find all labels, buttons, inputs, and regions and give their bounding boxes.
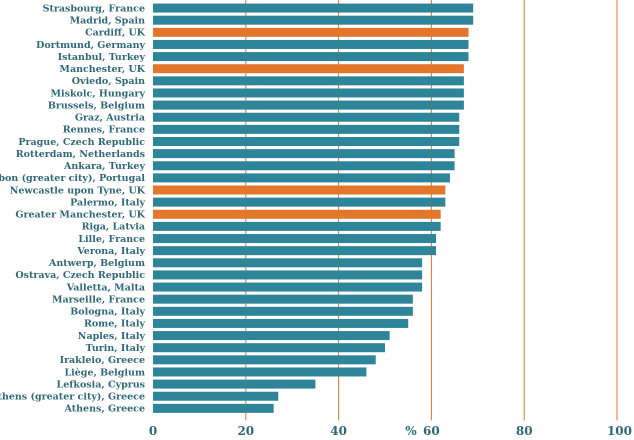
category-label: Dortmund, Germany: [36, 40, 145, 51]
bar: [153, 246, 437, 256]
bar: [153, 27, 469, 37]
category-label: Prague, Czech Republic: [18, 137, 145, 148]
bar: [153, 100, 464, 110]
bar: [153, 52, 469, 62]
category-label: Miskolc, Hungary: [50, 88, 145, 99]
category-label: Athens, Greece: [64, 404, 145, 415]
bar: [153, 15, 474, 25]
bar: [153, 343, 385, 353]
category-label: Naples, Italy: [78, 331, 146, 342]
category-label: Graz, Austria: [75, 113, 145, 124]
bar: [153, 403, 274, 413]
category-label: Rennes, France: [63, 125, 145, 136]
bar: [153, 3, 474, 13]
bar: [153, 367, 367, 377]
x-tick-label: 20: [237, 424, 254, 438]
bar: [153, 209, 441, 219]
x-tick-label: 40: [330, 424, 347, 438]
bar: [153, 76, 464, 86]
bar: [153, 391, 279, 401]
bar: [153, 294, 413, 304]
category-label: Antwerp, Belgium: [48, 258, 145, 269]
x-tick-labels: 0 20 40 60 80 100: [149, 424, 632, 438]
category-label: Lisbon (greater city), Portugal: [0, 173, 145, 184]
bar: [153, 197, 446, 207]
category-label: Bologna, Italy: [70, 307, 145, 318]
category-label: Rotterdam, Netherlands: [16, 149, 145, 160]
category-label: Liège, Belgium: [64, 367, 145, 378]
category-label: Rome, Italy: [84, 319, 146, 330]
category-label: Marseille, France: [52, 294, 145, 305]
bar: [153, 306, 413, 316]
category-label: Ankara, Turkey: [63, 161, 146, 172]
bar: [153, 161, 455, 171]
bars: [153, 3, 474, 413]
category-label: Irakleio, Greece: [60, 355, 145, 366]
bar: [153, 331, 390, 341]
bar: [153, 173, 450, 183]
category-label: Brussels, Belgium: [48, 100, 145, 111]
category-label: Istanbul, Turkey: [58, 52, 146, 63]
bar: [153, 64, 464, 74]
category-label: Riga, Latvia: [82, 222, 145, 233]
bar: [153, 282, 423, 292]
category-label: Newcastle upon Tyne, UK: [10, 185, 146, 196]
x-tick-label: 80: [516, 424, 533, 438]
category-label: Valletta, Malta: [66, 282, 145, 293]
bar: [153, 234, 437, 244]
bar: [153, 112, 460, 122]
bar: [153, 379, 316, 389]
category-label: Lefkosia, Cyprus: [57, 379, 145, 390]
category-label: Athens (greater city), Greece: [0, 392, 145, 403]
bar: [153, 124, 460, 134]
category-label: Turin, Italy: [86, 343, 146, 354]
category-label: Strasbourg, France: [43, 3, 145, 14]
bar: [153, 39, 469, 49]
bar: [153, 88, 464, 98]
category-label: Oviedo, Spain: [72, 76, 145, 87]
x-tick-label: 100: [607, 424, 632, 438]
category-label: Cardiff, UK: [85, 28, 146, 39]
bar: [153, 258, 423, 268]
bar: [153, 270, 423, 280]
category-label: Verona, Italy: [76, 246, 145, 257]
bar: [153, 149, 455, 159]
bar: [153, 221, 441, 231]
bar: [153, 355, 376, 365]
category-label: Palermo, Italy: [70, 197, 145, 208]
category-label: Madrid, Spain: [70, 15, 145, 26]
x-tick-label: 60: [423, 424, 440, 438]
category-label: Lille, France: [78, 234, 145, 245]
category-label: Greater Manchester, UK: [15, 210, 145, 221]
category-label: Manchester, UK: [59, 64, 145, 75]
bar: [153, 136, 460, 146]
bar: [153, 318, 409, 328]
x-axis-label: %: [405, 424, 417, 438]
x-tick-label: 0: [149, 424, 157, 438]
bar: [153, 185, 446, 195]
category-label: Ostrava, Czech Republic: [15, 270, 145, 281]
